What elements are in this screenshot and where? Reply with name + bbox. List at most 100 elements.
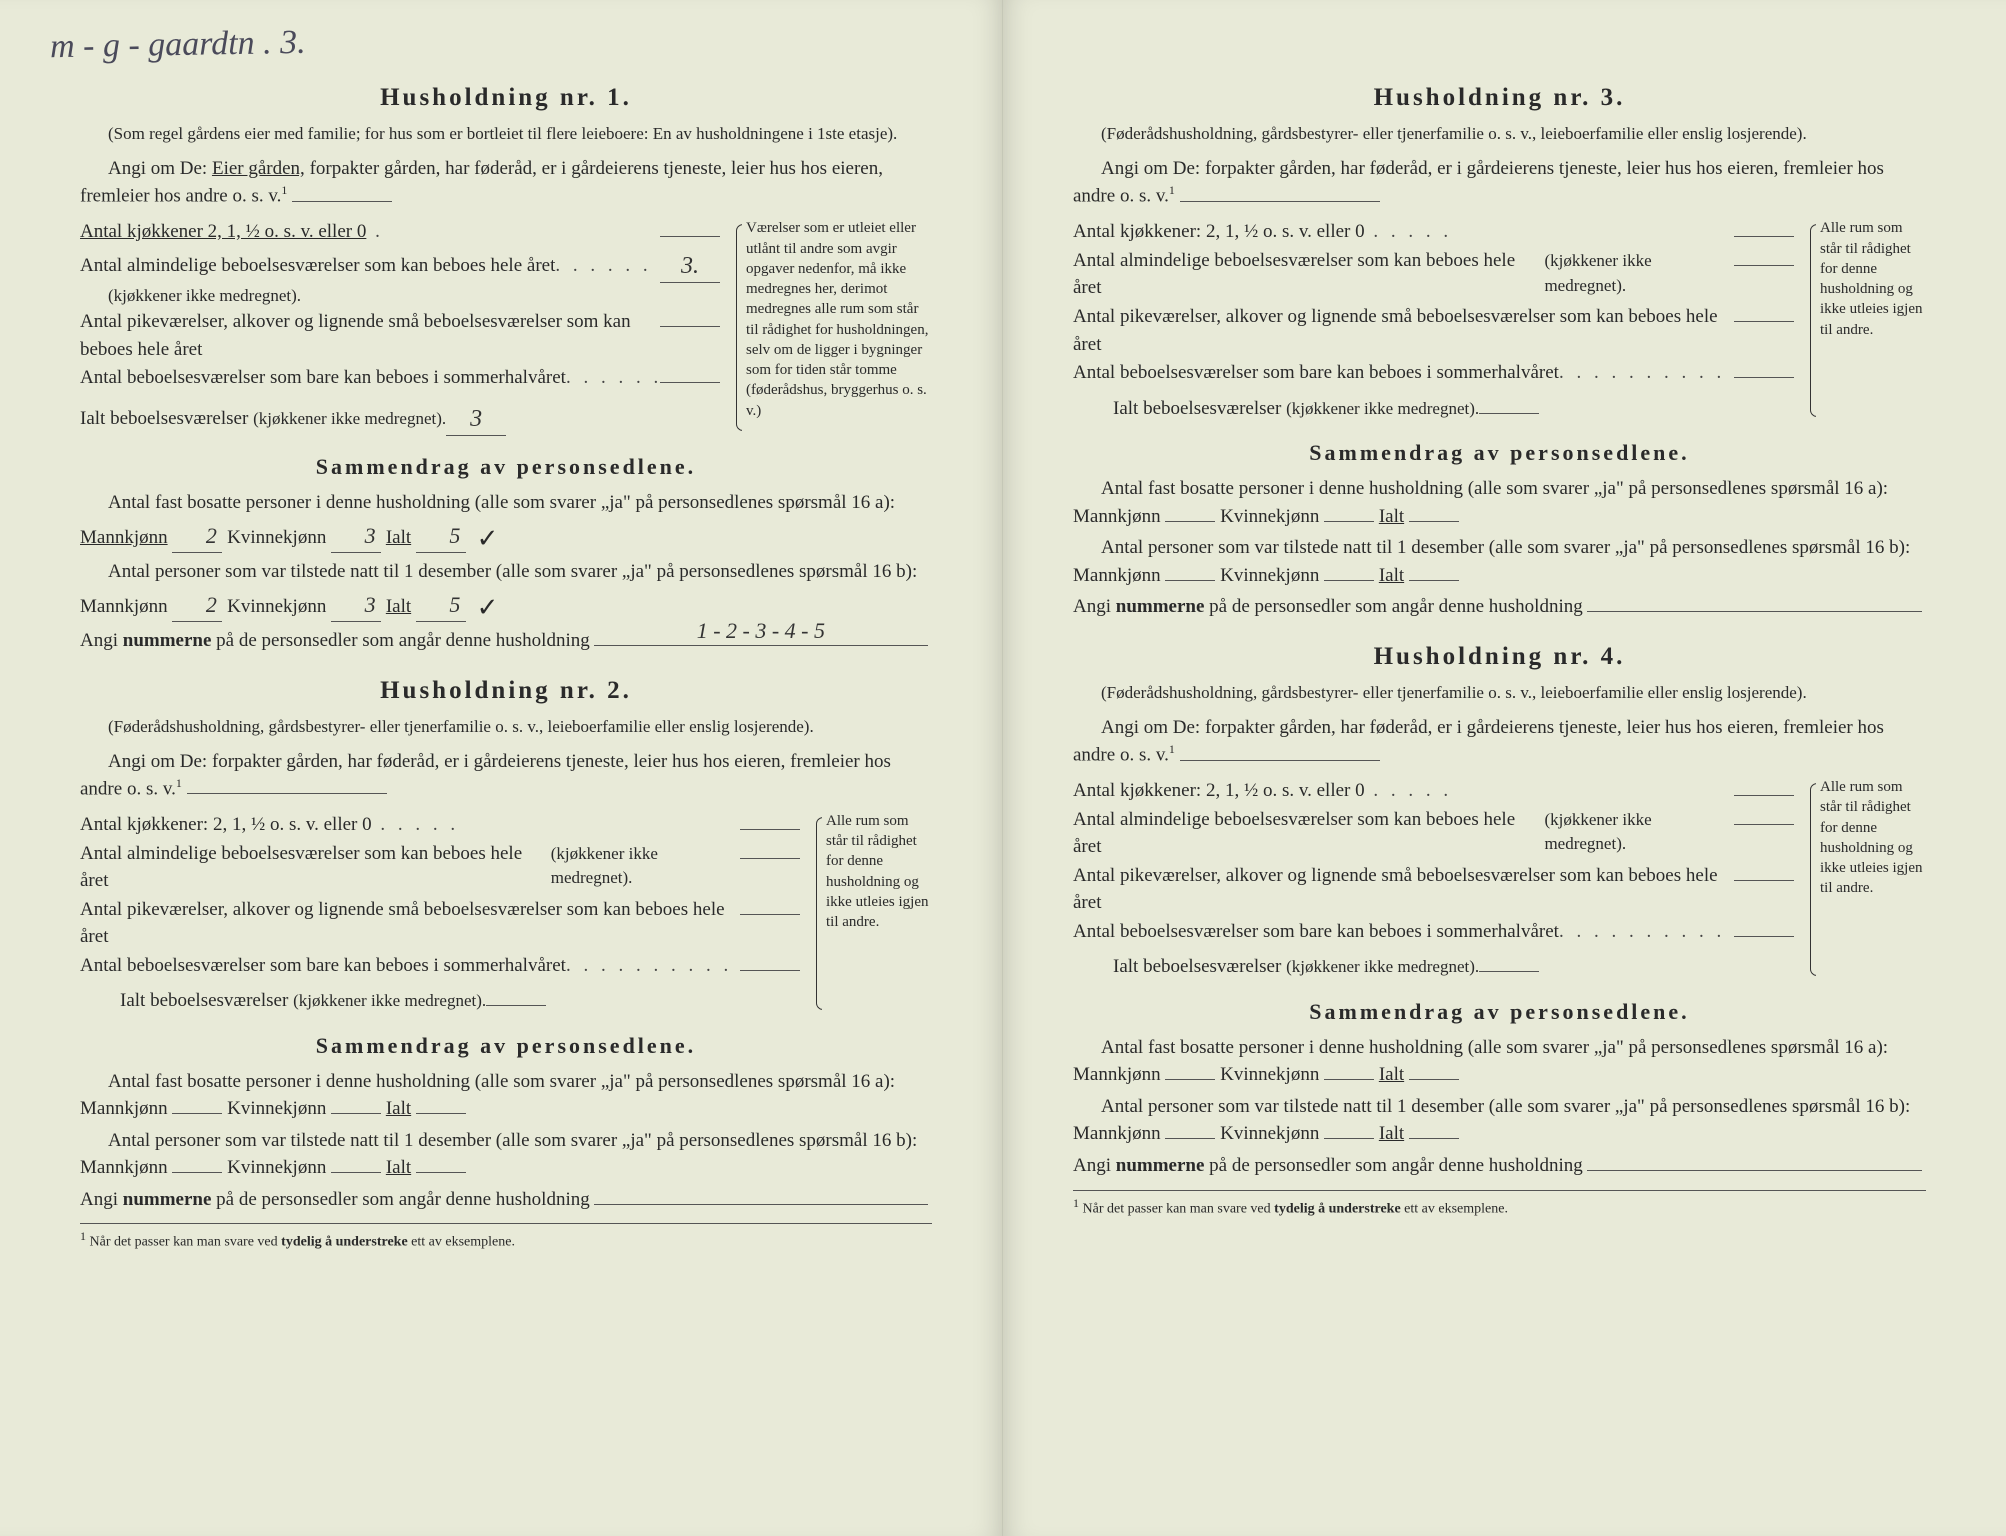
maid-rooms-label: Antal pikeværelser, alkover og lignende … xyxy=(1073,862,1734,917)
status-underlined: Eier gården, xyxy=(212,158,305,179)
numbers-hw: 1 - 2 - 3 - 4 - 5 xyxy=(697,615,825,647)
present-text-b: på personsedlenes spørsmål 16 b): xyxy=(1650,1096,1911,1117)
kvinne-label: Kvinnekjønn xyxy=(1220,1064,1319,1085)
rooms-year-label: Antal almindelige beboelsesværelser som … xyxy=(80,840,546,895)
ja-quote: „ja" xyxy=(1594,1037,1624,1058)
kitchens-value xyxy=(740,829,800,830)
kitchens-row: Antal kjøkkener: 2, 1, ½ o. s. v. eller … xyxy=(1073,218,1794,246)
rooms-year-value xyxy=(740,858,800,859)
household-4-title: Husholdning nr. 4. xyxy=(1073,639,1926,675)
numbers-value: 1 - 2 - 3 - 4 - 5 xyxy=(594,645,928,646)
status-sup: 1 xyxy=(176,776,182,790)
numbers-label: Angi xyxy=(80,627,118,655)
mann-16a-value: 2 xyxy=(172,520,222,553)
household-1-summary-title: Sammendrag av personsedlene. xyxy=(80,451,932,483)
maid-rooms-row: Antal pikeværelser, alkover og lignende … xyxy=(1073,862,1794,917)
ialt-16a-value xyxy=(1409,1079,1459,1080)
household-1-subtitle: (Som regel gårdens eier med familie; for… xyxy=(80,122,932,147)
household-1-rooms-block: Antal kjøkkener 2, 1, ½ o. s. v. eller 0… xyxy=(80,218,932,436)
footnote-text: Når det passer kan man svare ved xyxy=(1083,1201,1271,1216)
ialt-16b-hw: 5 xyxy=(449,592,460,617)
status-fill xyxy=(1180,760,1380,761)
total-rooms-hw: 3 xyxy=(470,406,482,432)
numbers-rest: på de personsedler som angår denne husho… xyxy=(216,1186,590,1214)
rooms-year-label: Antal almindelige beboelsesværelser som … xyxy=(1073,247,1540,302)
kvinne-16b-value xyxy=(331,1172,381,1173)
household-1-status: Angi om De: Eier gården, forpakter gårde… xyxy=(80,155,932,210)
dots: . . . . . xyxy=(372,811,740,839)
mann-label: Mannkjønn xyxy=(1073,1123,1161,1144)
kvinne-label: Kvinnekjønn xyxy=(227,1098,326,1119)
kvinne-16a-value xyxy=(1324,1079,1374,1080)
brace-icon xyxy=(812,811,822,1016)
kitchens-row: Antal kjøkkener 2, 1, ½ o. s. v. eller 0… xyxy=(80,218,720,246)
ja-quote: „ja" xyxy=(601,1071,631,1092)
ialt-16b-value xyxy=(1409,1138,1459,1139)
ialt-label: Ialt xyxy=(1379,1123,1404,1144)
side-note-text: Alle rum som står til rådighet for denne… xyxy=(826,813,928,930)
total-rooms-label: Ialt beboelsesværelser xyxy=(120,987,288,1015)
rooms-year-row: Antal almindelige beboelsesværelser som … xyxy=(1073,806,1794,861)
household-3-16a: Antal fast bosatte personer i denne hush… xyxy=(1073,475,1926,530)
kvinne-label: Kvinnekjønn xyxy=(1220,565,1319,586)
mann-label: Mannkjønn xyxy=(80,527,168,548)
side-note-text: Alle rum som står til rådighet for denne… xyxy=(1820,220,1922,337)
household-3-status: Angi om De: forpakter gården, har føderå… xyxy=(1073,155,1926,210)
present-text-a: Antal personer som var tilstede natt til… xyxy=(1101,537,1610,558)
rooms-side-note: Alle rum som står til rådighet for denne… xyxy=(1806,777,1926,982)
rooms-main: Antal kjøkkener 2, 1, ½ o. s. v. eller 0… xyxy=(80,218,720,436)
ialt-16b-value xyxy=(1409,580,1459,581)
dots: . . . . . . . . . . . . . xyxy=(1559,359,1734,387)
resident-text-a: Antal fast bosatte personer i denne hush… xyxy=(108,1071,596,1092)
kitchens-label: Antal kjøkkener: 2, 1, ½ o. s. v. eller … xyxy=(1073,218,1365,246)
total-rooms-note: (kjøkkener ikke medregnet). xyxy=(1286,397,1479,422)
household-4-rooms-block: Antal kjøkkener: 2, 1, ½ o. s. v. eller … xyxy=(1073,777,1926,982)
kitchens-row: Antal kjøkkener: 2, 1, ½ o. s. v. eller … xyxy=(80,811,800,839)
household-4-16b: Antal personer som var tilstede natt til… xyxy=(1073,1093,1926,1148)
kvinne-16a-value: 3 xyxy=(331,520,381,553)
rooms-side-note: Alle rum som står til rådighet for denne… xyxy=(812,811,932,1016)
household-2-16a: Antal fast bosatte personer i denne hush… xyxy=(80,1068,932,1123)
ialt-16a-value xyxy=(416,1113,466,1114)
kvinne-16b-value xyxy=(1324,1138,1374,1139)
household-3-numbers: Angi nummerne på de personsedler som ang… xyxy=(1073,593,1926,621)
total-rooms-value xyxy=(486,1005,546,1006)
mann-16b-value: 2 xyxy=(172,589,222,622)
mann-label: Mannkjønn xyxy=(80,596,168,617)
status-fill xyxy=(1180,201,1380,202)
summer-rooms-label: Antal beboelsesværelser som bare kan beb… xyxy=(1073,359,1559,387)
ialt-label: Ialt xyxy=(386,1157,411,1178)
status-sup: 1 xyxy=(1169,183,1175,197)
household-3-rooms-block: Antal kjøkkener: 2, 1, ½ o. s. v. eller … xyxy=(1073,218,1926,423)
mann-16b-value xyxy=(1165,1138,1215,1139)
household-2-rooms-block: Antal kjøkkener: 2, 1, ½ o. s. v. eller … xyxy=(80,811,932,1016)
kitchens-value xyxy=(1734,236,1794,237)
mann-label: Mannkjønn xyxy=(80,1157,168,1178)
kvinne-16b-hw: 3 xyxy=(365,592,376,617)
household-3-subtitle: (Føderådshusholdning, gårdsbestyrer- ell… xyxy=(1073,122,1926,147)
ialt-16b-value xyxy=(416,1172,466,1173)
check-16a-icon: ✓ xyxy=(477,523,499,553)
mann-16a-hw: 2 xyxy=(206,523,217,548)
status-prefix: Angi om De: xyxy=(1101,158,1200,179)
dots: . . . . . . . . . . . . . xyxy=(1559,918,1734,946)
maid-rooms-label: Antal pikeværelser, alkover og lignende … xyxy=(80,308,660,363)
mann-label: Mannkjønn xyxy=(80,1098,168,1119)
footnote-right: 1 Når det passer kan man svare ved tydel… xyxy=(1073,1190,1926,1220)
maid-rooms-label: Antal pikeværelser, alkover og lignende … xyxy=(80,896,740,951)
present-text-a: Antal personer som var tilstede natt til… xyxy=(108,561,617,582)
household-2-numbers: Angi nummerne på de personsedler som ang… xyxy=(80,1186,932,1214)
mann-16b-value xyxy=(1165,580,1215,581)
summer-rooms-label: Antal beboelsesværelser som bare kan beb… xyxy=(80,952,566,980)
brace-icon xyxy=(1806,218,1816,423)
numbers-value xyxy=(1587,1170,1922,1171)
household-1-16a: Antal fast bosatte personer i denne hush… xyxy=(80,489,932,554)
ialt-16a-value: 5 xyxy=(416,520,466,553)
numbers-label: Angi xyxy=(1073,1152,1111,1180)
summer-rooms-value xyxy=(660,382,720,383)
summer-rooms-row: Antal beboelsesværelser som bare kan beb… xyxy=(80,364,720,392)
footnote-rest: ett av eksemplene. xyxy=(411,1235,515,1250)
numbers-label: Angi xyxy=(80,1186,118,1214)
side-note-text: Værelser som er utleiet eller utlånt til… xyxy=(746,220,928,418)
household-4-summary-title: Sammendrag av personsedlene. xyxy=(1073,996,1926,1028)
